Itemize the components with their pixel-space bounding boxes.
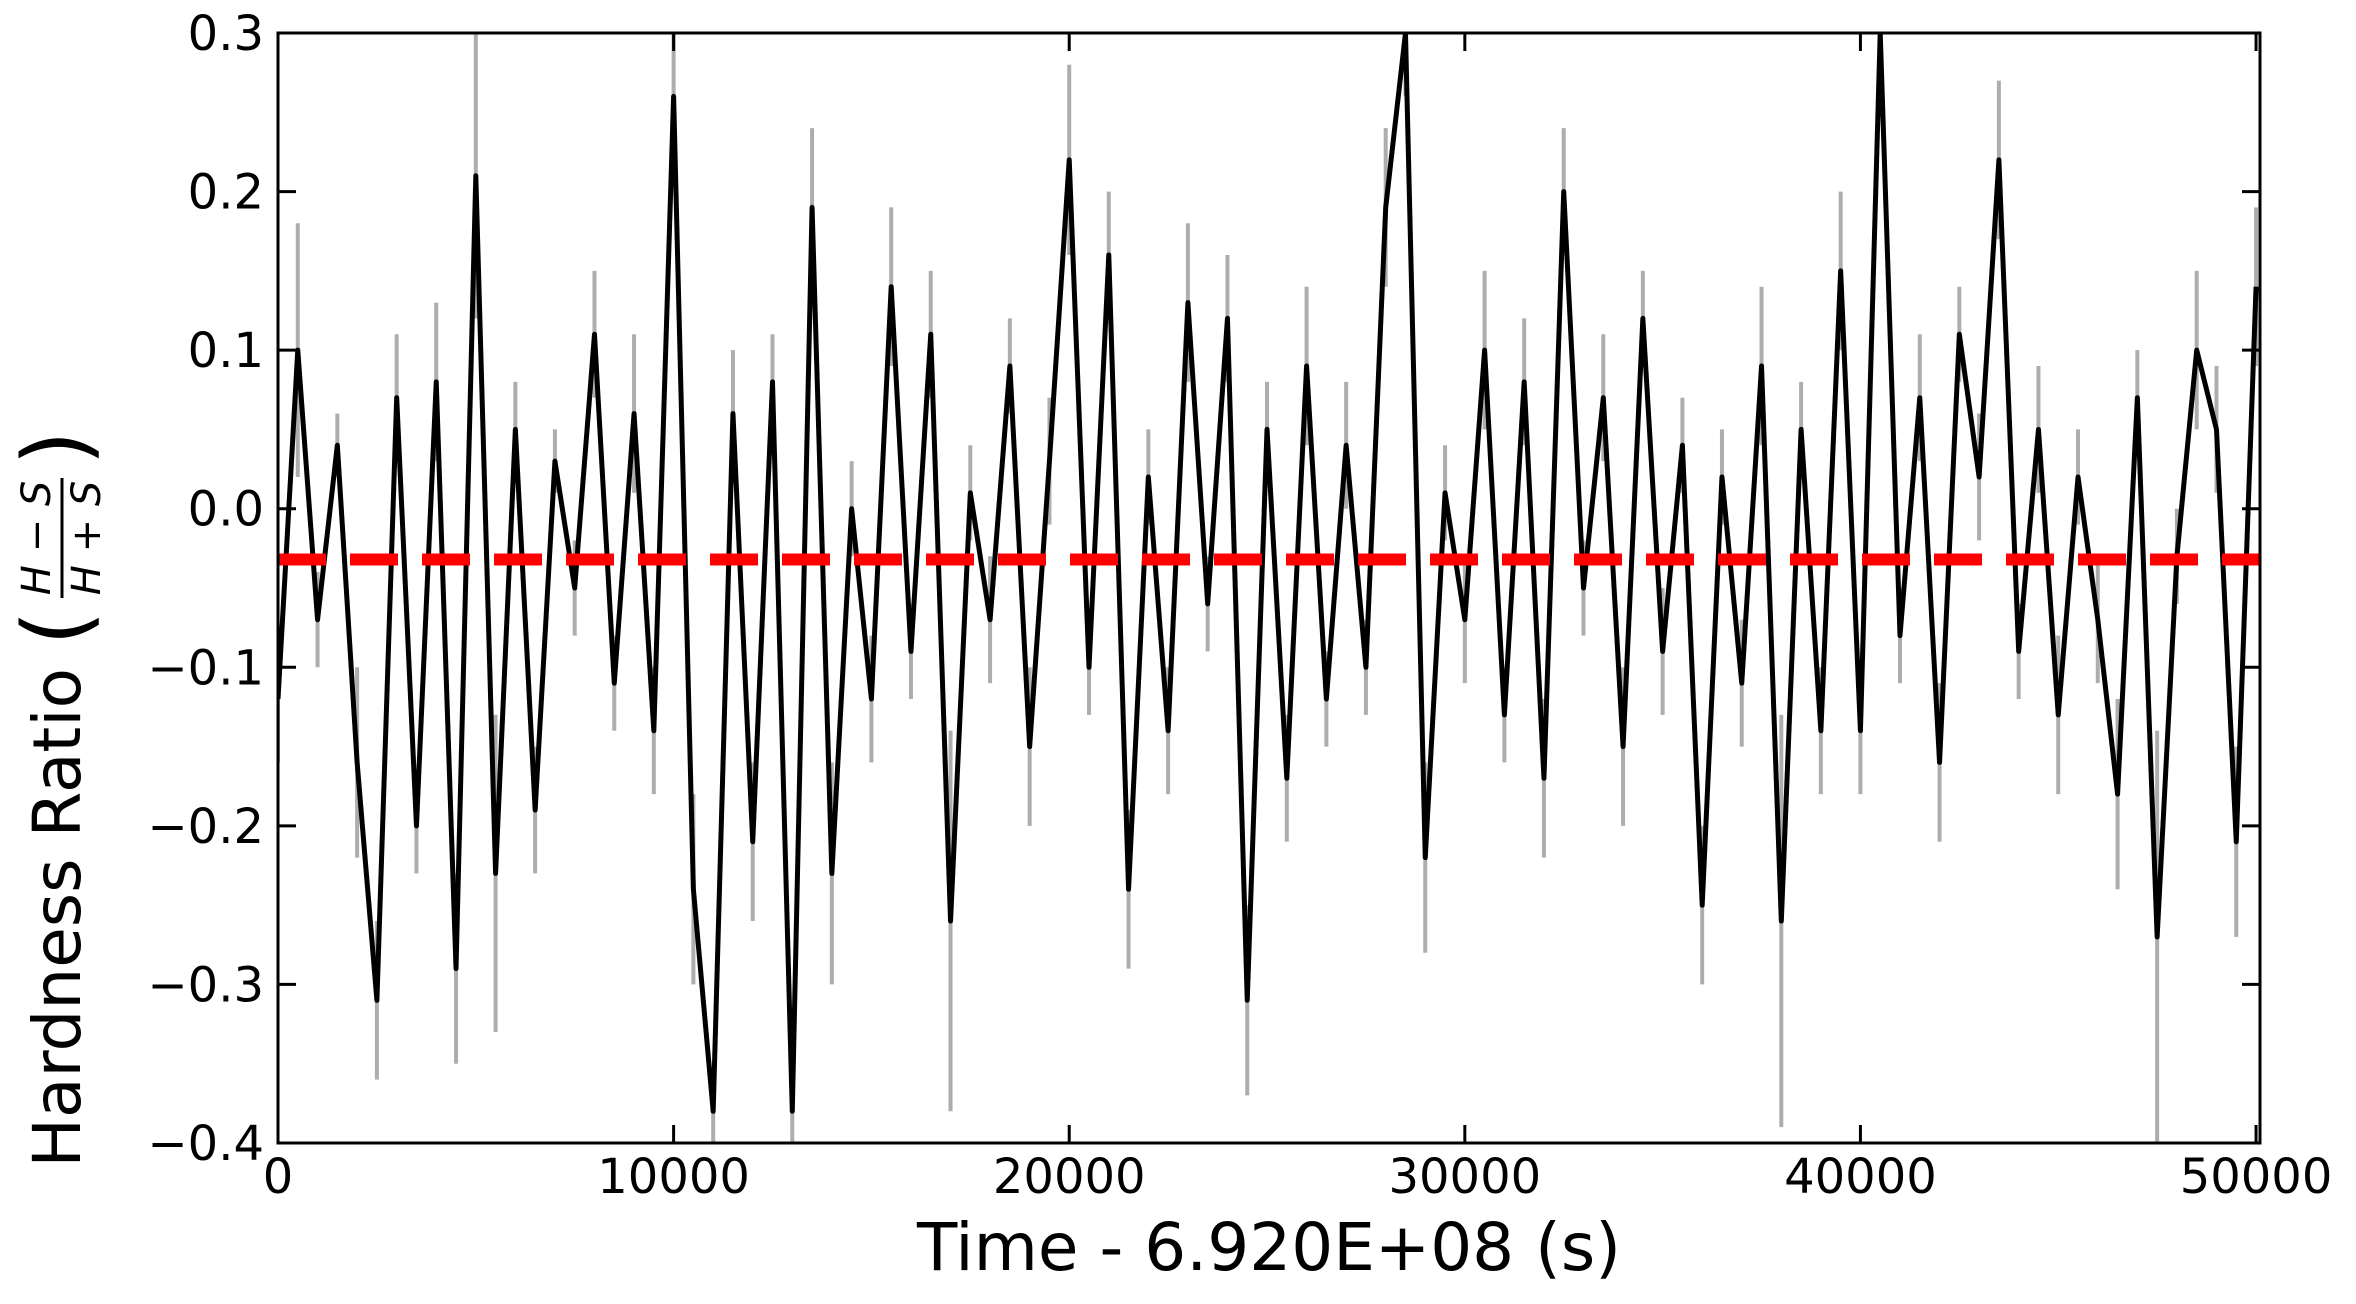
y-tick-label: 0.0 [188, 482, 264, 538]
x-axis-label: Time - 6.920E+08 (s) [916, 1209, 1621, 1286]
x-tick-label: 30000 [1388, 1149, 1541, 1205]
data-line [278, 33, 2259, 1114]
x-tick-label: 50000 [2180, 1149, 2333, 1205]
x-tick-label: 20000 [993, 1149, 1146, 1205]
plot-frame [276, 31, 2262, 1145]
y-tick-label: −0.1 [147, 640, 264, 696]
y-axis-label: Hardness Ratio [19, 668, 96, 1168]
x-tick-label: 10000 [597, 1149, 750, 1205]
y-tick-label: 0.2 [188, 165, 264, 221]
y-label-denominator: H + S [64, 481, 110, 595]
paren: ) [4, 430, 109, 465]
y-tick-label: 0.3 [188, 6, 264, 62]
x-tick-label: 40000 [1784, 1149, 1937, 1205]
y-axis-label-group: Hardness Ratio ( H − S H + S ) [4, 430, 110, 1167]
x-tick-label: 0 [263, 1149, 294, 1205]
y-tick-label: −0.4 [147, 1116, 264, 1172]
y-tick-label: −0.2 [147, 799, 264, 855]
y-tick-label: 0.1 [188, 323, 264, 379]
y-label-numerator: H − S [14, 481, 60, 595]
plot-area [278, 33, 2260, 1143]
y-tick-label: −0.3 [147, 957, 264, 1013]
paren: ( [4, 610, 109, 645]
